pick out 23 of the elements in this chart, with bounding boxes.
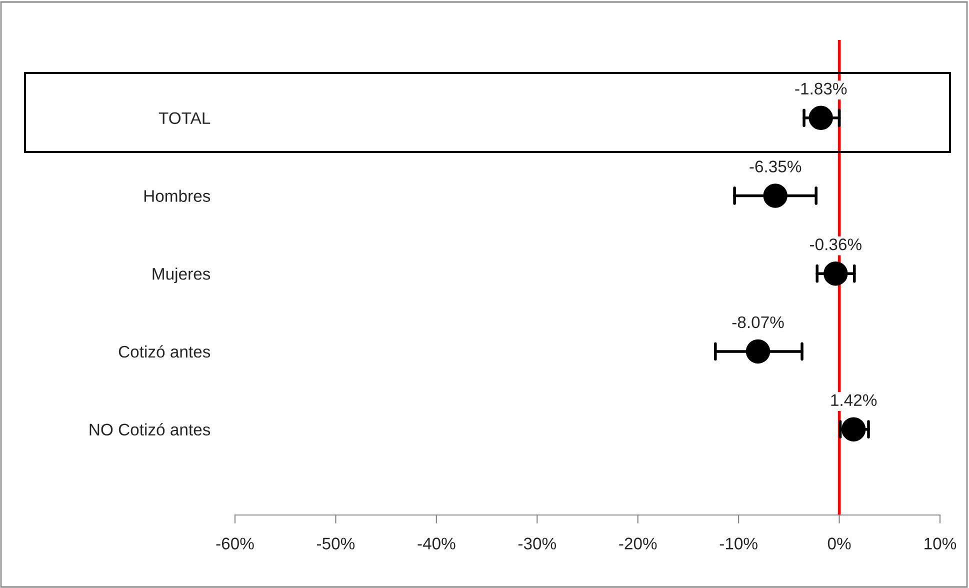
y-tick-label: TOTAL	[158, 112, 210, 124]
x-tick-label: -50%	[317, 538, 355, 550]
point	[824, 262, 848, 286]
point	[808, 106, 833, 130]
data-label: -0.36%	[810, 238, 862, 250]
x-tick-label: -40%	[418, 538, 456, 550]
x-tick-label: -10%	[720, 538, 758, 550]
x-tick-label: -20%	[619, 538, 657, 550]
y-tick-label: Mujeres	[152, 268, 210, 284]
y-tick-label: NO Cotizó antes	[90, 423, 210, 436]
data-label: -1.83%	[795, 82, 847, 95]
point	[746, 339, 770, 364]
x-tick-label: 0%	[828, 538, 851, 550]
point	[841, 417, 866, 442]
point	[763, 184, 788, 208]
x-tick-label: 10%	[924, 538, 956, 550]
y-tick-label: Cotizó antes	[118, 345, 210, 358]
x-tick-label: -30%	[518, 538, 556, 550]
x-tick-label: -60%	[216, 538, 254, 550]
data-label: -6.35%	[750, 160, 802, 172]
data-label: 1.42%	[831, 394, 877, 406]
data-label: -8.07%	[732, 316, 784, 328]
y-tick-label: Hombres	[144, 190, 210, 202]
